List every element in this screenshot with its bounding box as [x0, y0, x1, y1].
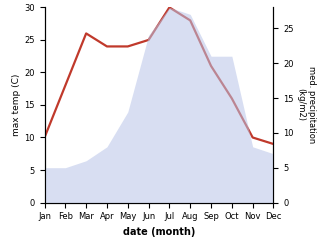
- X-axis label: date (month): date (month): [123, 227, 195, 237]
- Y-axis label: max temp (C): max temp (C): [12, 74, 21, 136]
- Y-axis label: med. precipitation
(kg/m2): med. precipitation (kg/m2): [296, 66, 316, 144]
